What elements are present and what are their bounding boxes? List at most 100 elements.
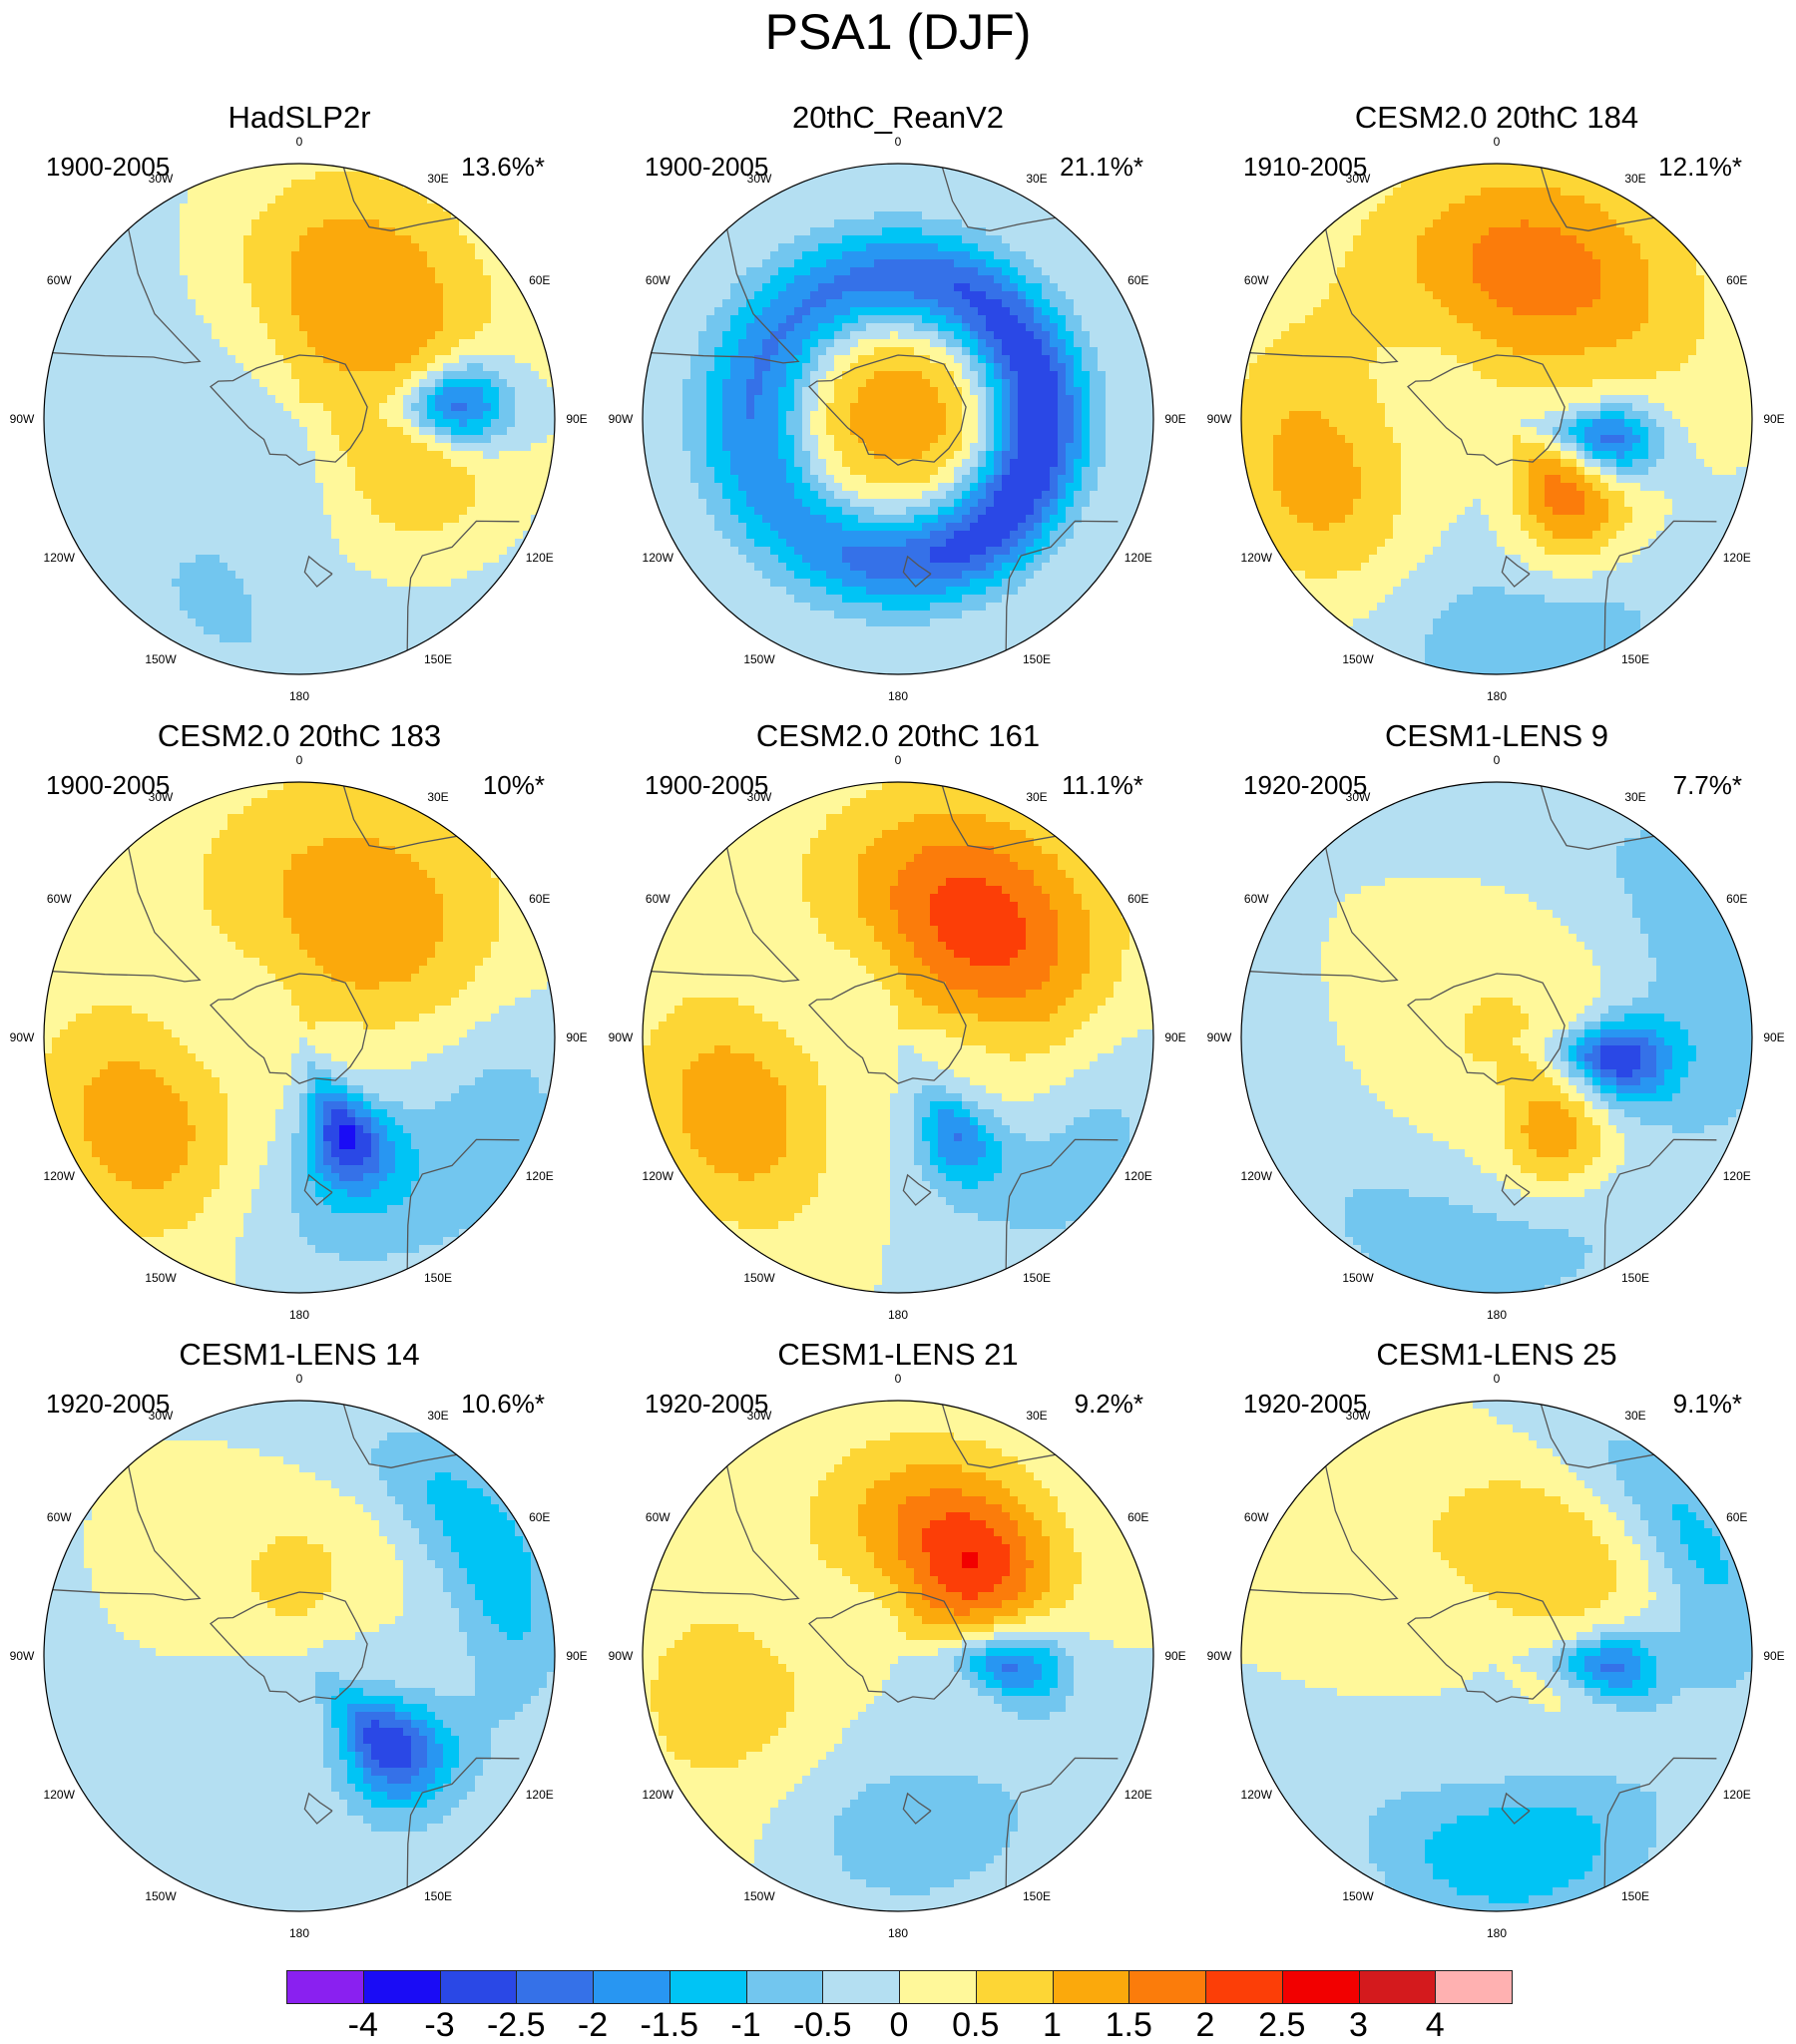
contour-cell bbox=[722, 283, 731, 292]
contour-cell bbox=[1114, 355, 1122, 364]
contour-cell bbox=[395, 611, 404, 619]
contour-cell bbox=[164, 259, 173, 268]
contour-cell bbox=[419, 275, 428, 284]
contour-cell bbox=[874, 291, 883, 300]
contour-cell bbox=[443, 523, 452, 532]
contour-cell bbox=[475, 259, 484, 268]
contour-cell bbox=[778, 355, 787, 364]
contour-cell bbox=[251, 251, 260, 260]
contour-cell bbox=[156, 267, 165, 276]
contour-cell bbox=[259, 267, 268, 276]
longitude-label: 60W bbox=[47, 273, 72, 287]
contour-cell bbox=[507, 275, 516, 284]
contour-cell bbox=[1114, 307, 1122, 316]
contour-cell bbox=[770, 315, 779, 324]
contour-cell bbox=[291, 299, 300, 308]
contour-cell bbox=[906, 267, 915, 276]
contour-cell bbox=[938, 275, 947, 284]
contour-cell bbox=[858, 204, 867, 212]
contour-cell bbox=[850, 395, 859, 404]
contour-cell bbox=[267, 243, 276, 252]
contour-cell bbox=[778, 299, 787, 308]
contour-cell bbox=[467, 499, 476, 508]
contour-cell bbox=[243, 363, 252, 372]
contour-cell bbox=[227, 371, 236, 380]
contour-cell bbox=[76, 515, 85, 524]
contour-cell bbox=[730, 235, 739, 244]
contour-cell bbox=[379, 483, 388, 492]
contour-cell bbox=[483, 267, 492, 276]
contour-cell bbox=[204, 219, 213, 228]
contour-cell bbox=[786, 251, 795, 260]
contour-cell bbox=[259, 299, 268, 308]
contour-cell bbox=[539, 379, 548, 388]
contour-cell bbox=[323, 196, 332, 204]
contour-cell bbox=[339, 571, 348, 580]
contour-cell bbox=[92, 547, 101, 556]
contour-cell bbox=[307, 259, 316, 268]
contour-cell bbox=[387, 235, 396, 244]
contour-cell bbox=[84, 283, 93, 292]
contour-cell bbox=[212, 355, 221, 364]
contour-cell bbox=[403, 267, 412, 276]
contour-cell bbox=[212, 219, 221, 228]
contour-cell bbox=[227, 587, 236, 596]
contour-cell bbox=[914, 339, 923, 348]
contour-cell bbox=[371, 331, 380, 340]
contour-cell bbox=[858, 172, 867, 181]
contour-cell bbox=[355, 403, 364, 412]
contour-cell bbox=[914, 235, 923, 244]
contour-cell bbox=[172, 387, 181, 396]
contour-cell bbox=[938, 299, 947, 308]
contour-cell bbox=[339, 411, 348, 420]
contour-cell bbox=[1114, 363, 1122, 372]
contour-cell bbox=[124, 419, 133, 428]
contour-cell bbox=[196, 339, 205, 348]
contour-cell bbox=[267, 579, 276, 588]
contour-cell bbox=[1066, 347, 1075, 356]
contour-cell bbox=[124, 403, 133, 412]
contour-cell bbox=[714, 243, 723, 252]
contour-cell bbox=[355, 235, 364, 244]
contour-cell bbox=[411, 363, 420, 372]
contour-cell bbox=[355, 483, 364, 492]
contour-cell bbox=[451, 611, 460, 619]
contour-cell bbox=[323, 523, 332, 532]
contour-cell bbox=[411, 196, 420, 204]
contour-cell bbox=[164, 275, 173, 284]
contour-cell bbox=[451, 459, 460, 468]
contour-cell bbox=[291, 483, 300, 492]
contour-cell bbox=[212, 188, 221, 197]
contour-cell bbox=[339, 626, 348, 635]
contour-cell bbox=[180, 204, 189, 212]
contour-cell bbox=[371, 475, 380, 484]
contour-cell bbox=[299, 315, 308, 324]
contour-cell bbox=[124, 427, 133, 436]
contour-cell bbox=[371, 483, 380, 492]
contour-cell bbox=[124, 603, 133, 612]
contour-cell bbox=[172, 611, 181, 619]
contour-cell bbox=[938, 339, 947, 348]
contour-cell bbox=[299, 618, 308, 627]
contour-cell bbox=[220, 443, 228, 452]
contour-cell bbox=[411, 459, 420, 468]
contour-cell bbox=[212, 403, 221, 412]
contour-cell bbox=[1034, 387, 1043, 396]
contour-cell bbox=[140, 371, 149, 380]
contour-cell bbox=[156, 371, 165, 380]
contour-cell bbox=[116, 499, 125, 508]
contour-cell bbox=[204, 435, 213, 444]
contour-cell bbox=[1018, 363, 1027, 372]
contour-cell bbox=[1082, 371, 1091, 380]
contour-cell bbox=[283, 618, 292, 627]
contour-cell bbox=[459, 459, 468, 468]
contour-cell bbox=[842, 180, 851, 189]
contour-cell bbox=[307, 658, 316, 667]
contour-cell bbox=[515, 275, 524, 284]
contour-cell bbox=[435, 211, 444, 220]
contour-cell bbox=[1050, 267, 1059, 276]
contour-cell bbox=[379, 371, 388, 380]
contour-cell bbox=[220, 315, 228, 324]
contour-cell bbox=[108, 379, 117, 388]
contour-cell bbox=[507, 491, 516, 500]
